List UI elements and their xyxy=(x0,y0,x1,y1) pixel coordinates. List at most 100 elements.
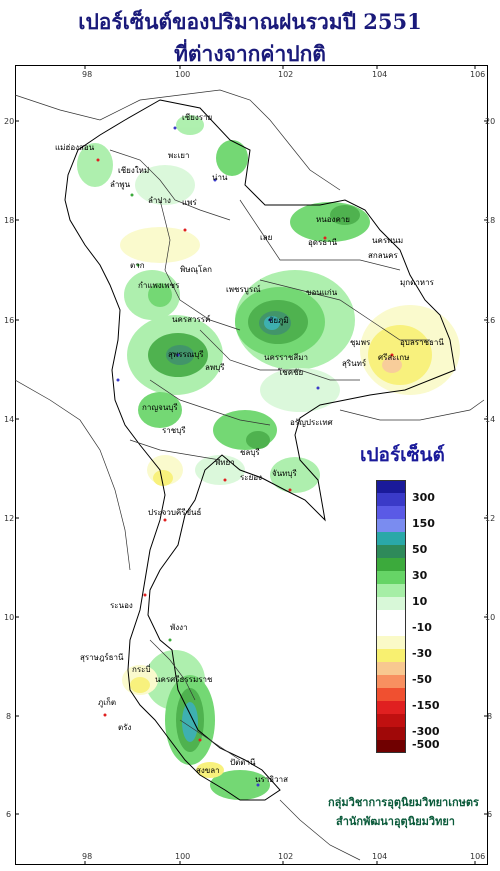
place-label: พะเยา xyxy=(168,151,189,160)
left-tick-20: 20 xyxy=(4,117,15,126)
legend-label: -50 xyxy=(412,673,432,686)
map-title: เปอร์เซ็นต์ของปริมาณฝนรวมปี 2551 xyxy=(78,9,422,34)
place-label: พังงา xyxy=(170,623,188,632)
legend-label: 50 xyxy=(412,543,428,556)
left-tick-10: 10 xyxy=(4,613,15,622)
legend-label: -10 xyxy=(412,621,432,634)
place-label: ลำปาง xyxy=(148,196,171,205)
bottom-tick-100: 100 xyxy=(175,852,191,861)
place-label: นครสวรรค์ xyxy=(172,314,210,324)
legend-color-box xyxy=(376,571,406,584)
legend-color-box xyxy=(376,688,406,701)
left-tick-16: 16 xyxy=(4,316,15,325)
bottom-tick-102: 102 xyxy=(278,852,294,861)
rainfall-shading xyxy=(77,115,460,800)
legend-color-box xyxy=(376,701,406,714)
place-labels: เชียงราย แม่ฮ่องสอน เชียงใหม่ ลำพูน ลำปา… xyxy=(55,113,444,784)
place-label: ตาก xyxy=(130,261,145,270)
legend-label: 30 xyxy=(412,569,428,582)
top-tick-102: 102 xyxy=(278,70,294,79)
right-tick-14: 14 xyxy=(485,415,496,424)
place-label: สุพรรณบุรี xyxy=(168,350,204,359)
map-subtitle: ที่ต่างจากค่าปกติ xyxy=(174,41,326,66)
place-label: เลย xyxy=(260,233,272,242)
legend-color-box xyxy=(376,740,406,753)
place-label: ลพบุรี xyxy=(205,363,225,372)
top-tick-106: 106 xyxy=(470,70,486,79)
bottom-tick-104: 104 xyxy=(372,852,388,861)
legend-color-box xyxy=(376,675,406,688)
legend-color-box xyxy=(376,558,406,571)
place-label: เพชรบูรณ์ xyxy=(226,284,261,295)
place-label: ศรีสะเกษ xyxy=(378,353,409,362)
legend-title: เปอร์เซ็นต์ xyxy=(360,444,445,466)
place-label: ลำพูน xyxy=(110,180,131,190)
legend-color-box xyxy=(376,610,406,623)
place-label: ระยอง xyxy=(240,473,262,482)
legend-label: -150 xyxy=(412,699,440,712)
legend-color-box xyxy=(376,545,406,558)
right-tick-8: 8 xyxy=(487,712,493,721)
place-label: ราชบุรี xyxy=(162,426,186,435)
province-boundaries xyxy=(109,149,430,761)
legend-label: 150 xyxy=(412,517,435,530)
left-tick-14: 14 xyxy=(4,415,15,424)
place-label: อุบลราชธานี xyxy=(400,338,444,347)
place-label: อุดรธานี xyxy=(308,238,338,247)
legend-color-box xyxy=(376,649,406,662)
border-lines xyxy=(14,89,485,861)
place-label: เชียงราย xyxy=(182,113,212,122)
bottom-tick-98: 98 xyxy=(82,852,93,861)
left-tick-12: 12 xyxy=(4,514,15,523)
place-label: สกลนคร xyxy=(368,251,398,260)
place-label: ระนอง xyxy=(110,601,133,610)
legend-color-box xyxy=(376,623,406,636)
place-label: ชัยภูมิ xyxy=(268,316,289,326)
right-tick-6: 6 xyxy=(487,810,493,819)
left-tick-8: 8 xyxy=(6,712,12,721)
place-label: ชุมพร xyxy=(350,338,371,347)
right-tick-12: 12 xyxy=(485,514,496,523)
legend-label: 10 xyxy=(412,595,428,608)
right-tick-20: 20 xyxy=(485,117,496,126)
credit-line-1: กลุ่มวิชาการอุตุนิยมวิทยาเกษตร xyxy=(328,796,479,809)
place-label: อรัญประเทศ xyxy=(290,418,333,427)
place-label: สงขลา xyxy=(196,766,220,775)
place-label: ชลบุรี xyxy=(240,448,260,457)
right-tick-16: 16 xyxy=(485,316,496,325)
legend-color-box xyxy=(376,714,406,727)
place-label: ขอนแก่น xyxy=(306,288,338,297)
place-label: กระบี่ xyxy=(132,663,151,674)
legend-color-box xyxy=(376,493,406,506)
place-label: พัทยา xyxy=(215,458,235,467)
legend-label: -500 xyxy=(412,738,440,751)
legend-color-box xyxy=(376,584,406,597)
place-label: สุรินทร์ xyxy=(342,358,367,368)
credit-line-2: สำนักพัฒนาอุตุนิยมวิทยา xyxy=(336,815,455,828)
place-label: แพร่ xyxy=(182,198,197,207)
place-label: โชคชัย xyxy=(278,367,303,377)
place-label: เชียงใหม่ xyxy=(118,166,149,175)
place-label: ปัตตานี xyxy=(230,758,256,767)
place-label: นครราชสีมา xyxy=(264,353,308,362)
top-tick-104: 104 xyxy=(372,70,388,79)
left-tick-18: 18 xyxy=(4,216,15,225)
bottom-tick-106: 106 xyxy=(470,852,486,861)
map-frame xyxy=(15,65,488,865)
right-tick-10: 10 xyxy=(485,613,496,622)
legend-label: 300 xyxy=(412,491,435,504)
place-label: นครศรีธรรมราช xyxy=(155,675,213,684)
place-label: นครพนม xyxy=(372,236,403,245)
place-label: ประจวบคีรีขันธ์ xyxy=(148,507,202,517)
legend-label: -30 xyxy=(412,647,432,660)
place-label: ภูเก็ต xyxy=(98,697,116,708)
place-label: นราธิวาส xyxy=(255,775,288,784)
legend-label: -300 xyxy=(412,725,440,738)
legend-color-box xyxy=(376,662,406,675)
legend-color-box xyxy=(376,532,406,545)
legend-color-box xyxy=(376,636,406,649)
legend-color-box xyxy=(376,480,406,493)
legend-color-box xyxy=(376,727,406,740)
place-label: ตรัง xyxy=(118,723,131,732)
